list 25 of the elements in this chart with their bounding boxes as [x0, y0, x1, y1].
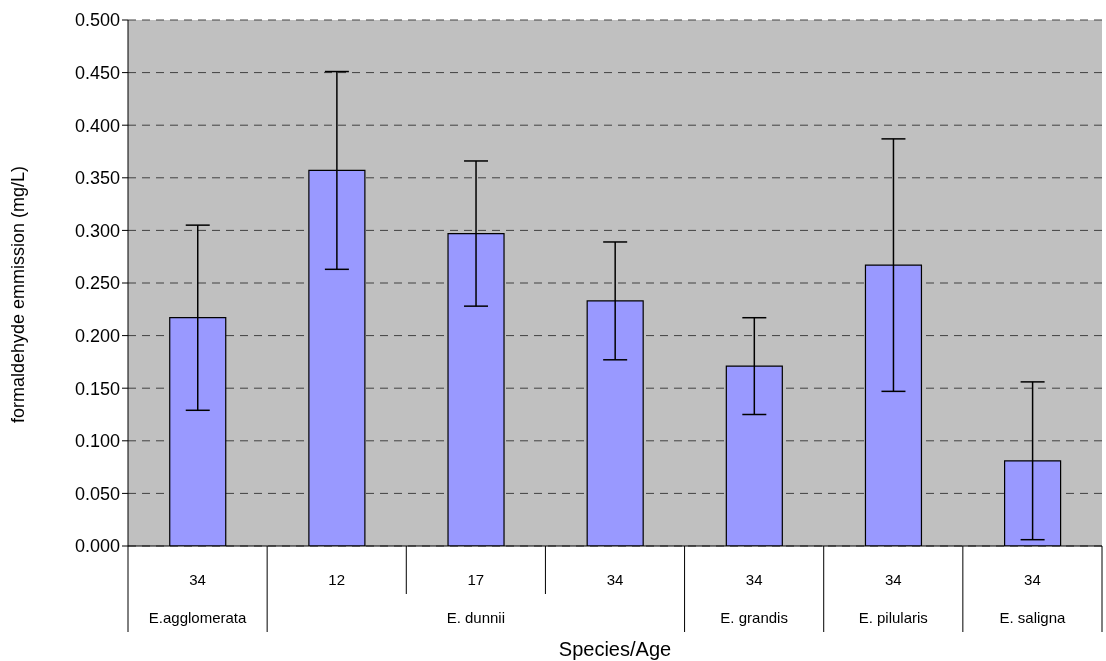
x-tick-label: 17	[467, 570, 485, 588]
text: E. dunnii	[446, 608, 506, 626]
x-tick-label: 34	[189, 570, 206, 588]
x-tick-label: 12	[328, 570, 346, 588]
y-tick-label: 0.500	[74, 10, 120, 31]
text: E. saligna	[999, 608, 1067, 626]
y-tick-label: 0.050	[74, 483, 120, 504]
y-tick-label: 0.350	[74, 168, 120, 189]
x-axis-title: Species/Age	[558, 638, 672, 660]
y-tick-label: 0.000	[74, 536, 120, 557]
text: E. pilularis	[858, 608, 928, 626]
y-tick-label: 0.150	[74, 378, 120, 399]
y-tick-label: 0.450	[74, 62, 120, 83]
x-tick-label: 34	[606, 570, 624, 588]
y-tick-label: 0.100	[74, 431, 120, 452]
y-tick-label: 0.400	[74, 115, 120, 136]
y-tick-label: 0.200	[74, 325, 120, 346]
x-tick-label: 34	[884, 570, 902, 588]
text: E. grandis	[720, 608, 788, 626]
x-tick-label: 34	[745, 570, 763, 588]
x-tick-label: 34	[1024, 570, 1041, 588]
y-tick-label: 0.300	[74, 220, 120, 241]
text: E.agglomerata	[148, 608, 248, 626]
y-tick-label: 0.250	[74, 273, 120, 294]
y-axis-title: formaldehyde emmission (mg/L)	[8, 165, 29, 423]
